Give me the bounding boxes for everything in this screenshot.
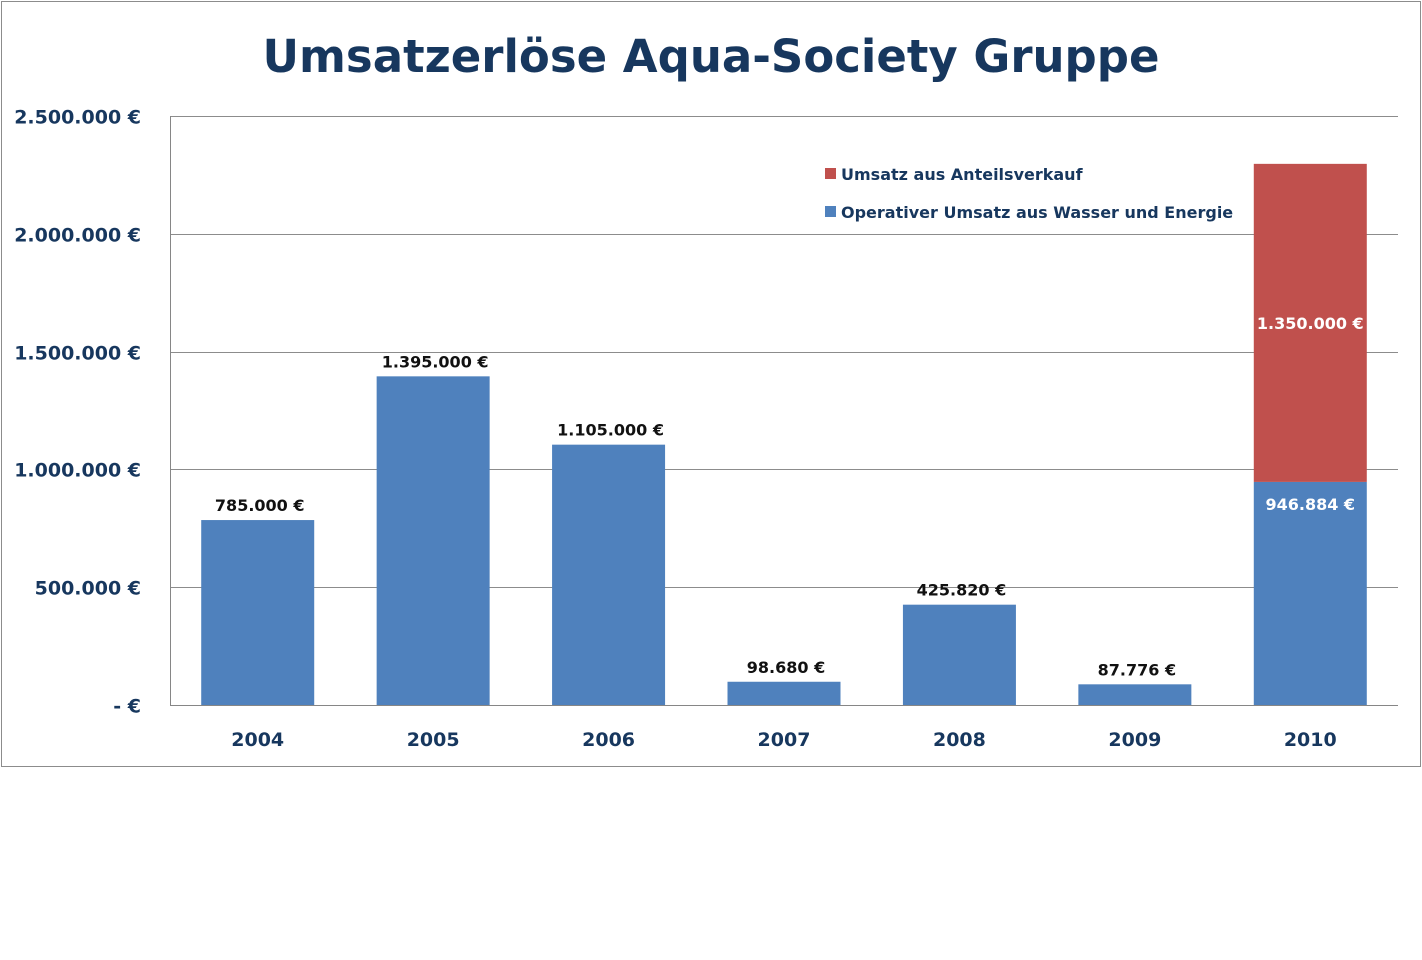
bar-2007-series-0 <box>727 681 841 705</box>
data-label: 1.395.000 € <box>382 352 489 371</box>
x-tick-label: 2004 <box>231 729 284 751</box>
x-tick-label: 2008 <box>933 729 986 751</box>
bar-2008-series-0 <box>902 604 1016 705</box>
x-tick-label: 2009 <box>1108 729 1161 751</box>
data-label: 1.350.000 € <box>1257 314 1364 333</box>
chart-title: Umsatzerlöse Aqua-Society Gruppe <box>263 30 1160 83</box>
legend-label-operativ: Operativer Umsatz aus Wasser und Energie <box>841 203 1233 222</box>
bar-2005-series-0 <box>376 376 490 705</box>
data-label: 98.680 € <box>747 658 825 677</box>
data-label: 785.000 € <box>215 496 305 515</box>
legend-swatch-operativ <box>825 206 836 217</box>
axes: - € 500.000 € 1.000.000 € 1.500.000 € 2.000.… <box>14 107 1337 752</box>
data-label: 425.820 € <box>917 581 1007 600</box>
y-tick-label: 2.500.000 € <box>14 107 141 129</box>
data-label: 87.776 € <box>1098 660 1176 679</box>
legend-swatch-anteilsverkauf <box>825 168 836 179</box>
bar-2010-series-0 <box>1253 481 1367 705</box>
bar-2009-series-0 <box>1078 684 1192 705</box>
bar-2004-series-0 <box>201 520 315 705</box>
data-label: 946.884 € <box>1265 495 1355 514</box>
x-tick-label: 2006 <box>582 729 635 751</box>
y-tick-label: 500.000 € <box>35 578 141 600</box>
gridlines <box>170 116 1398 706</box>
y-tick-label: 1.000.000 € <box>14 460 141 482</box>
bar-2010-series-1 <box>1253 163 1367 482</box>
y-tick-label: 2.000.000 € <box>14 225 141 247</box>
bars <box>201 163 1367 705</box>
x-tick-label: 2007 <box>758 729 811 751</box>
chart-frame <box>1 1 1421 767</box>
y-tick-label: 1.500.000 € <box>14 343 141 365</box>
y-tick-label: - € <box>113 696 141 718</box>
x-tick-label: 2005 <box>407 729 460 751</box>
legend: Umsatz aus Anteilsverkauf Operativer Ums… <box>825 165 1233 222</box>
data-labels: 785.000 € 1.395.000 € 1.105.000 € 98.680 € 4… <box>215 314 1364 679</box>
bar-2006-series-0 <box>552 444 666 705</box>
data-label: 1.105.000 € <box>557 421 664 440</box>
x-tick-label: 2010 <box>1284 729 1337 751</box>
legend-label-anteilsverkauf: Umsatz aus Anteilsverkauf <box>841 165 1084 184</box>
